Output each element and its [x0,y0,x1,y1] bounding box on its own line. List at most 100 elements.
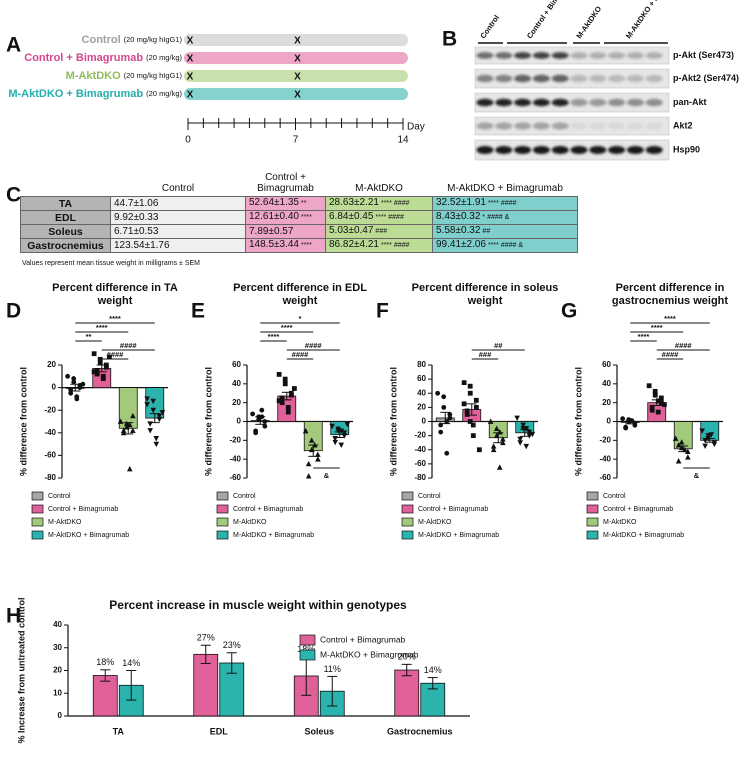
data-point [71,376,77,381]
blot-band [589,98,607,107]
data-point [130,412,136,419]
significance-label: **** [109,314,121,323]
legend-swatch [401,491,414,501]
data-point [658,395,664,401]
table-cell: 8.43±0.32 * #### & [432,210,578,225]
x-tick-label: Gastrocnemius [387,726,453,736]
data-point [623,425,629,431]
data-point [97,356,103,362]
blot-band [476,98,494,107]
blot-band [495,52,513,59]
row-label: Gastrocnemius [20,238,111,253]
cell-value: 52.64±1.35 [249,197,299,208]
blot-band [570,98,588,107]
cell-value: 32.52±1.91 [436,197,486,208]
data-point [526,429,533,436]
legend-swatch [216,504,229,514]
protein-label: pan-Akt [673,97,707,107]
dose-mark: X [187,36,194,47]
legend-label: Control + Bimagrumab [48,506,118,513]
bar [673,421,693,450]
y-tick-label: 80 [417,360,426,369]
bar [394,669,420,717]
legend-label: M-AktDKO + Bimagrumab [418,532,499,539]
legend-label: Control + Bimagrumab [603,506,673,513]
blot-band [495,98,513,107]
legend-swatch [31,530,44,540]
cell-value: 12.61±0.40 [249,211,299,222]
data-point [97,360,103,366]
y-tick-label: 20 [53,666,62,675]
blot-band [608,146,626,154]
data-point [130,427,136,433]
value-label: 20% [398,652,416,662]
blot-band [645,98,663,107]
table-cell: 6.84±0.45 **** #### [325,210,433,225]
table-cell: 5.58±0.32 ## [432,224,578,239]
data-point [699,428,705,434]
data-point [282,381,288,387]
panel-letter: D [6,300,21,323]
data-point [253,430,259,436]
blot-band [645,74,663,83]
data-point [493,425,500,431]
data-point [435,390,441,396]
group-name: M-AktDKO [66,70,121,82]
data-point [291,386,297,391]
row-label: TA [20,196,111,211]
legend-label: M-AktDKO + Bimagrumab [48,532,129,539]
data-point [441,394,447,400]
data-point [71,379,77,385]
group-name: M-AktDKO + Bimagrumab [8,88,143,100]
cell-value: 5.03±0.47 [329,225,374,236]
significance-label: #### [675,341,693,350]
table-row: Soleus 6.71±0.53 7.89±0.57 5.03±0.47 ### 5.58… [20,224,578,239]
legend-swatch [299,634,316,646]
data-point [150,398,156,405]
panel-letter: G [561,300,577,323]
legend-label: M-AktDKO [603,519,637,526]
data-point [517,440,523,446]
significance-label: #### [305,341,323,350]
legend-swatch [586,491,599,501]
data-point [126,465,133,472]
cell-significance: **** [300,214,312,221]
data-point [103,364,109,370]
table-cell: 32.52±1.91 **** #### [432,196,578,211]
data-point [262,419,268,424]
blot-band [551,122,569,130]
group-bar [184,34,408,46]
legend-swatch [31,517,44,527]
data-point [444,450,450,456]
data-point [68,390,74,396]
y-axis-label: % difference from control [388,367,398,476]
y-tick-label: -80 [414,473,426,482]
blot-band [626,52,644,59]
dose-mark: X [294,90,301,101]
y-tick-label: -20 [599,435,611,444]
cell-value: 8.43±0.32 [436,211,481,222]
data-point [285,404,291,410]
data-point [94,368,100,374]
cell-significance: ### [375,228,388,235]
cell-value: 44.7±1.06 [114,197,159,209]
column-header: M-AktDKO [355,183,403,194]
blot-band [645,146,663,154]
blot-band [608,122,626,130]
group-label: Control + Bimagrumab (20 mg/kg) [24,52,182,64]
row-label: EDL [20,210,111,225]
table-cell: 148.5±3.44 **** [245,238,326,253]
y-tick-label: 40 [53,620,62,629]
data-point [315,456,321,462]
dose-mark: X [187,90,194,101]
legend-swatch [216,517,229,527]
panel-letter: B [442,28,457,51]
data-point [282,376,288,382]
y-axis-label: % difference from control [573,367,583,476]
column-header: Control [161,183,195,194]
bar [193,653,219,717]
chart-title: Percent difference in EDL weight [233,282,367,307]
y-tick-label: 20 [602,398,611,407]
data-point [661,402,667,407]
blot-band [570,146,588,154]
